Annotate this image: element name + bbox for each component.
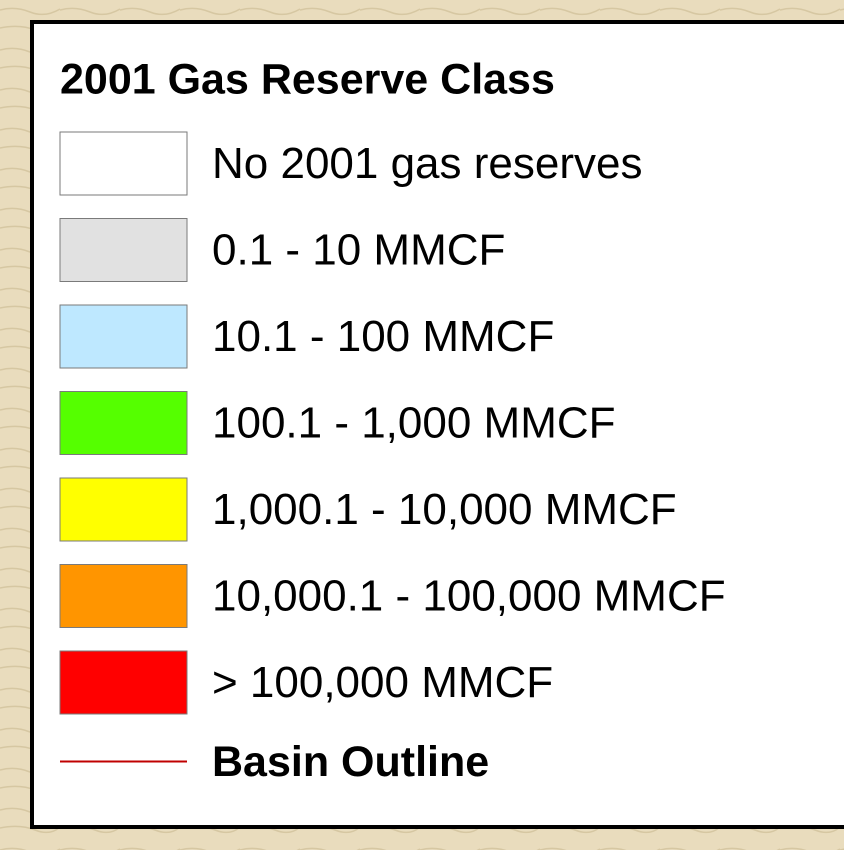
- legend-title: 2001 Gas Reserve Class: [60, 55, 555, 103]
- legend-label: 0.1 - 10 MMCF: [212, 226, 505, 275]
- legend-swatch: [60, 565, 187, 628]
- legend-swatch: [60, 392, 187, 455]
- legend-swatch: [60, 305, 187, 368]
- legend-label: 1,000.1 - 10,000 MMCF: [212, 485, 677, 534]
- legend-label: No 2001 gas reserves: [212, 139, 642, 188]
- legend-swatch: [60, 478, 187, 541]
- legend-label: 10.1 - 100 MMCF: [212, 312, 554, 361]
- legend-label: Basin Outline: [212, 738, 489, 786]
- legend-swatch: [60, 132, 187, 195]
- legend-label: > 100,000 MMCF: [212, 658, 553, 707]
- legend-swatch: [60, 219, 187, 282]
- legend-label: 100.1 - 1,000 MMCF: [212, 399, 616, 448]
- legend-label: 10,000.1 - 100,000 MMCF: [212, 572, 726, 621]
- page: 2001 Gas Reserve Class No 2001 gas reser…: [0, 0, 844, 850]
- map-legend-view: 2001 Gas Reserve Class No 2001 gas reser…: [0, 0, 844, 850]
- legend-swatch: [60, 651, 187, 714]
